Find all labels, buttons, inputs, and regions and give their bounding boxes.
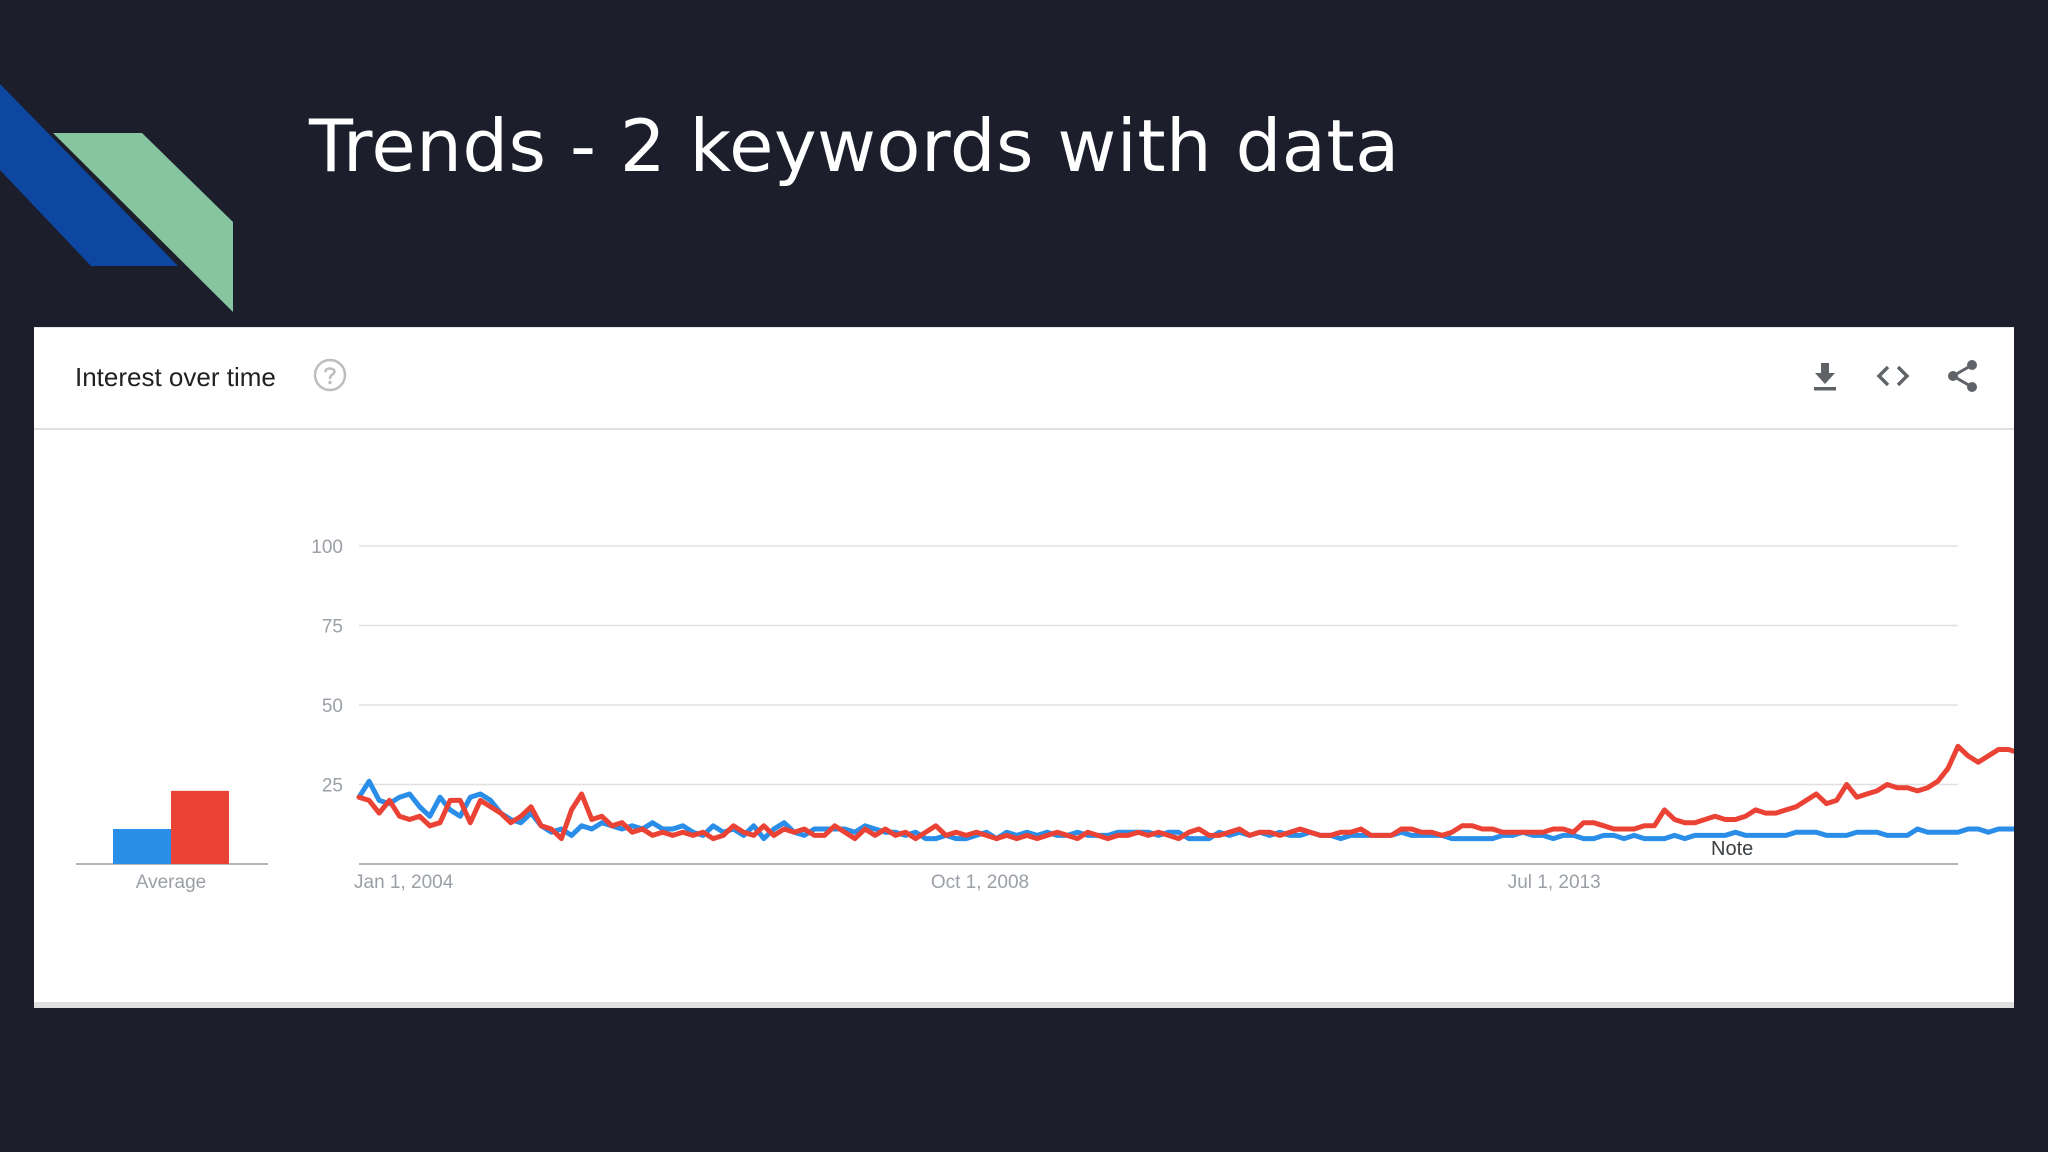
y-tick-label: 100 [311, 537, 343, 558]
decorative-stripes [0, 84, 233, 312]
download-icon[interactable] [1807, 358, 1843, 394]
average-bar [113, 829, 171, 864]
share-icon[interactable] [1945, 358, 1981, 394]
slide-title: Trends - 2 keywords with data [309, 104, 1400, 188]
x-tick-label: Jul 1, 2013 [1508, 872, 1601, 893]
x-tick-label: Jan 1, 2004 [354, 872, 454, 893]
axis-labels: 25 50 75 100 Jan 1, 2004 Oct 1, 2008 Jul 1, 20… [136, 537, 1753, 893]
x-tick-label: Oct 1, 2008 [931, 872, 1029, 893]
grid-layer [76, 545, 1958, 865]
y-tick-label: 75 [322, 617, 343, 638]
trends-card: Interest over time [34, 327, 2014, 1008]
embed-code-icon[interactable] [1875, 358, 1911, 394]
average-bar [171, 790, 229, 864]
series-line [356, 743, 2014, 842]
card-header: Interest over time [34, 328, 2014, 430]
note-annotation[interactable]: Note [1711, 838, 1753, 860]
series-line [356, 778, 2014, 842]
y-tick-label: 25 [322, 776, 343, 797]
interest-over-time-chart: 25 50 75 100 Jan 1, 2004 Oct 1, 2008 Jul 1, 20… [76, 537, 2014, 893]
deco-blue-stripe [0, 84, 178, 266]
average-label: Average [136, 872, 206, 893]
card-title: Interest over time [75, 362, 276, 392]
series-lines [356, 743, 2014, 842]
help-icon[interactable] [313, 358, 347, 392]
y-tick-label: 50 [322, 696, 343, 717]
average-bars [113, 790, 229, 864]
deco-green-stripe [53, 133, 233, 312]
